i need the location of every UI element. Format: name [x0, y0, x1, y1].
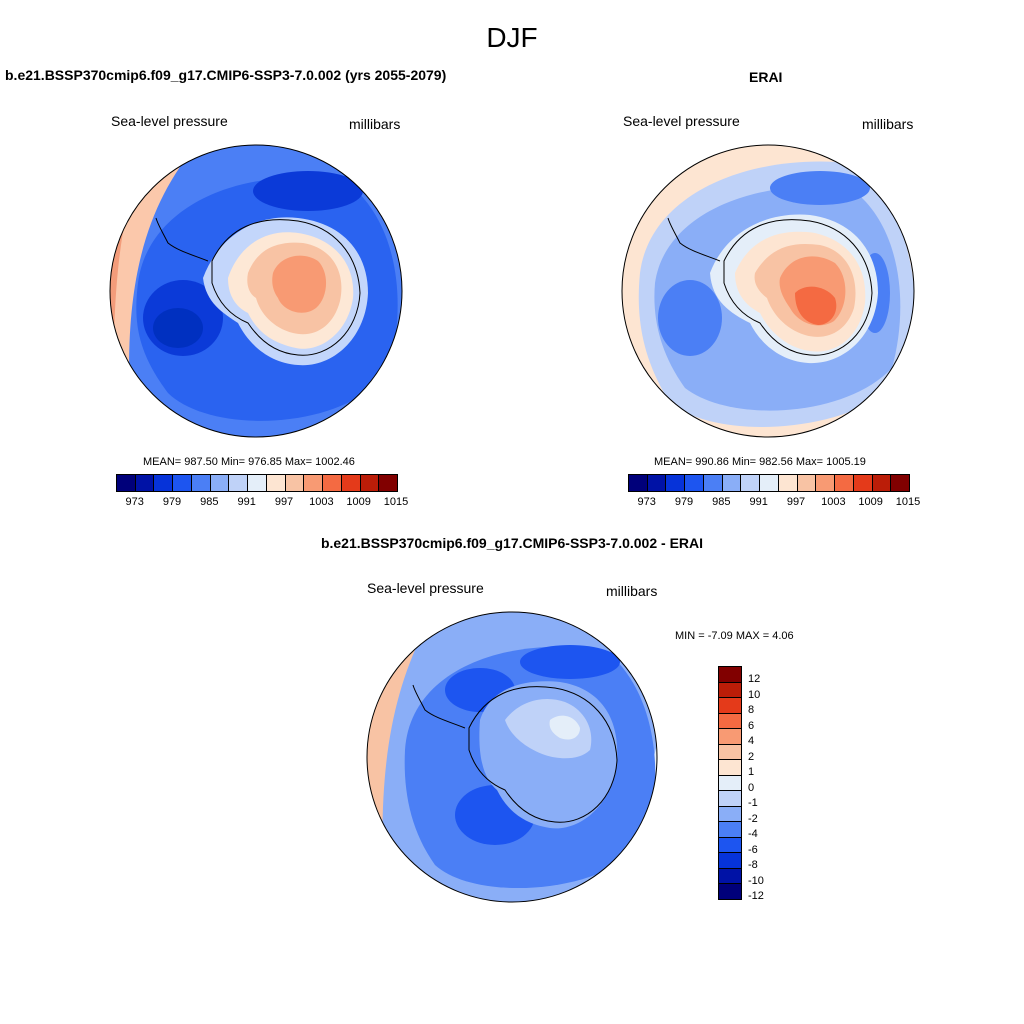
colorbar-swatch: [248, 475, 267, 491]
colorbar-swatch: [629, 475, 648, 491]
colorbar-swatch: [719, 806, 741, 823]
colorbar-swatch: [360, 475, 380, 491]
left-panel-title: b.e21.BSSP370cmip6.f09_g17.CMIP6-SSP3-7.…: [5, 67, 447, 83]
colorbar-swatch: [722, 475, 742, 491]
colorbar-swatch: [266, 475, 286, 491]
colorbar-tick-label: -4: [748, 828, 758, 841]
colorbar-swatch: [872, 475, 892, 491]
colorbar-swatch: [891, 475, 910, 491]
colorbar-swatch: [341, 475, 361, 491]
colorbar-swatch: [703, 475, 723, 491]
colorbar-tick-label: 997: [274, 496, 294, 508]
colorbar-swatch: [760, 475, 779, 491]
colorbar-tick-label: 1015: [895, 496, 921, 508]
colorbar-tick-label: 1003: [821, 496, 846, 508]
colorbar-swatch: [647, 475, 667, 491]
colorbar-tick-label: 985: [200, 496, 219, 508]
colorbar-swatch: [117, 475, 136, 491]
main-title: DJF: [486, 22, 538, 53]
colorbar-tick-label: 8: [748, 704, 755, 717]
colorbar-tick-label: -8: [748, 859, 758, 872]
right-colorbar: [628, 474, 910, 492]
colorbar-tick-label: 4: [748, 735, 755, 748]
colorbar-swatch: [191, 475, 211, 491]
colorbar-tick-label: 12: [748, 673, 761, 686]
colorbar-swatch: [719, 791, 741, 807]
colorbar-tick-label: 6: [748, 719, 755, 732]
colorbar-tick-label: 1003: [309, 496, 334, 508]
colorbar-swatch: [229, 475, 249, 491]
colorbar-tick-label: 997: [786, 496, 806, 508]
colorbar-swatch: [719, 868, 741, 885]
colorbar-tick-label: 1: [748, 766, 755, 779]
colorbar-swatch: [719, 682, 741, 699]
colorbar-swatch: [135, 475, 155, 491]
colorbar-tick-label: 991: [749, 496, 768, 508]
colorbar-swatch: [210, 475, 230, 491]
colorbar-tick-label: 973: [637, 496, 656, 508]
diff-colorbar: [718, 666, 742, 900]
right-units-label: millibars: [862, 116, 914, 132]
colorbar-swatch: [719, 775, 741, 792]
colorbar-tick-label: 979: [162, 496, 182, 508]
colorbar-tick-label: -6: [748, 843, 758, 856]
colorbar-swatch: [835, 475, 854, 491]
colorbar-swatch: [853, 475, 873, 491]
left-stats: MEAN= 987.50 Min= 976.85 Max= 1002.46: [143, 456, 355, 468]
colorbar-swatch: [173, 475, 192, 491]
colorbar-swatch: [719, 667, 741, 683]
bottom-stats: MIN = -7.09 MAX = 4.06: [675, 630, 794, 642]
bottom-panel-title: b.e21.BSSP370cmip6.f09_g17.CMIP6-SSP3-7.…: [320, 535, 704, 551]
colorbar-swatch: [719, 698, 741, 714]
left-polar-map: [109, 144, 403, 438]
colorbar-tick-label: -2: [748, 812, 758, 825]
right-panel-title: ERAI: [749, 69, 783, 85]
colorbar-tick-label: 0: [748, 781, 755, 794]
colorbar-tick-label: -1: [748, 797, 758, 810]
colorbar-swatch: [379, 475, 398, 491]
bottom-polar-map: [366, 611, 658, 903]
colorbar-tick-label: 1009: [858, 496, 883, 508]
left-units-label: millibars: [349, 116, 401, 132]
colorbar-tick-label: 991: [237, 496, 256, 508]
colorbar-tick-label: -10: [748, 874, 764, 887]
colorbar-swatch: [719, 837, 741, 854]
colorbar-swatch: [285, 475, 305, 491]
colorbar-swatch: [741, 475, 761, 491]
colorbar-swatch: [719, 853, 741, 869]
colorbar-swatch: [719, 760, 741, 776]
colorbar-swatch: [797, 475, 817, 491]
colorbar-tick-label: 2: [748, 750, 755, 763]
colorbar-tick-label: 1015: [383, 496, 409, 508]
right-stats: MEAN= 990.86 Min= 982.56 Max= 1005.19: [654, 456, 866, 468]
colorbar-swatch: [719, 713, 741, 730]
colorbar-swatch: [323, 475, 342, 491]
colorbar-swatch: [685, 475, 704, 491]
colorbar-swatch: [719, 884, 741, 899]
bottom-units-label: millibars: [606, 583, 658, 599]
colorbar-swatch: [719, 729, 741, 745]
right-polar-map: [621, 144, 915, 438]
colorbar-swatch: [816, 475, 836, 491]
colorbar-swatch: [778, 475, 798, 491]
colorbar-tick-label: 1009: [346, 496, 371, 508]
left-variable-label: Sea-level pressure: [111, 113, 228, 129]
colorbar-swatch: [154, 475, 174, 491]
bottom-variable-label: Sea-level pressure: [367, 580, 484, 596]
right-variable-label: Sea-level pressure: [623, 113, 740, 129]
colorbar-tick-label: 985: [712, 496, 731, 508]
colorbar-swatch: [719, 822, 741, 838]
colorbar-swatch: [304, 475, 324, 491]
colorbar-tick-label: -12: [748, 890, 764, 902]
left-colorbar: [116, 474, 398, 492]
colorbar-tick-label: 979: [674, 496, 694, 508]
colorbar-tick-label: 10: [748, 688, 761, 701]
colorbar-swatch: [666, 475, 686, 491]
colorbar-swatch: [719, 744, 741, 761]
colorbar-tick-label: 973: [125, 496, 144, 508]
